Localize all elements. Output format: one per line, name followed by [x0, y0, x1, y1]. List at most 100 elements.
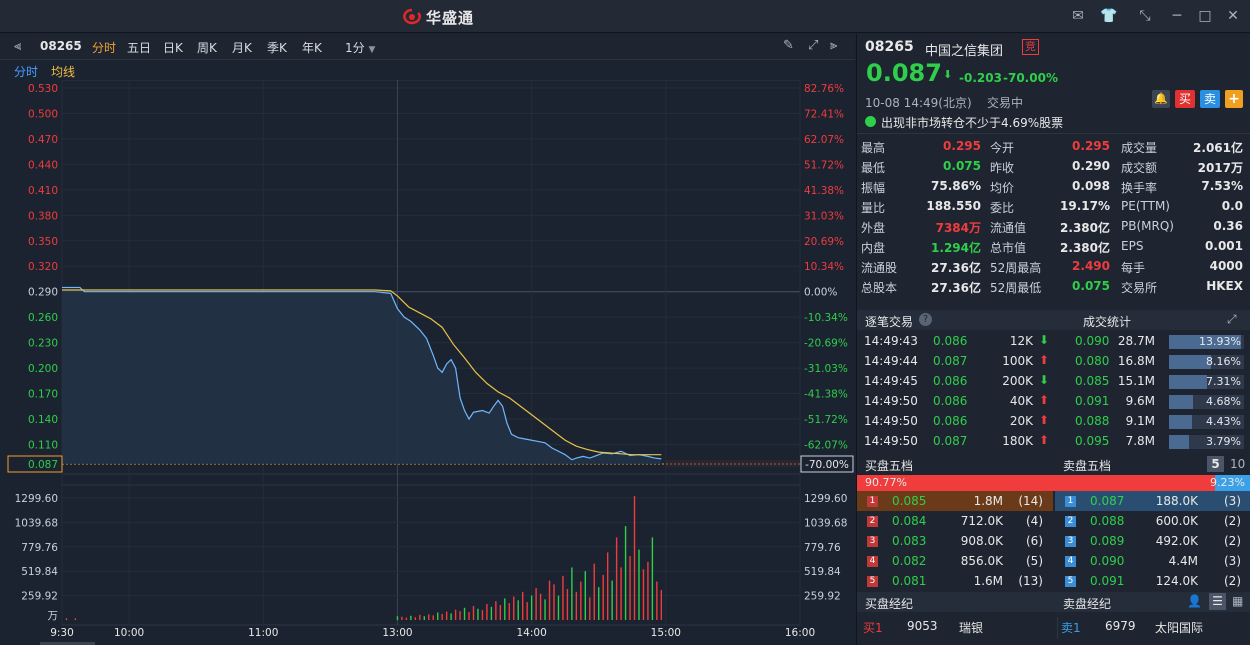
time-tick-label: 15:00	[651, 627, 681, 639]
level-10-button[interactable]: 10	[1230, 457, 1246, 471]
ask-row[interactable]: 2 0.088 600.0K (2)	[1055, 511, 1250, 531]
current-price: 0.087	[866, 59, 942, 87]
bid-volume: 908.0K	[960, 534, 1003, 548]
ask-pct: 9.23%	[1210, 476, 1245, 489]
add-icon[interactable]: +	[1225, 90, 1243, 108]
tab-week-k[interactable]: 周K	[197, 41, 217, 55]
list-view-icon[interactable]: ☰	[1209, 593, 1226, 610]
pct-tick-label: -10.34%	[804, 312, 848, 324]
interval-select[interactable]: 1分 ▼	[345, 39, 375, 56]
stat-pct: 4.68%	[1206, 395, 1241, 408]
stat-pct: 13.93%	[1199, 335, 1241, 348]
volume-bar	[642, 569, 645, 620]
tab-month-k[interactable]: 月K	[232, 41, 252, 55]
current-price-tag: 0.087	[28, 459, 58, 471]
minimize-icon[interactable]: ─	[1172, 8, 1182, 24]
ask-row[interactable]: 3 0.089 492.0K (2)	[1055, 531, 1250, 551]
stat-label: 内盘	[861, 241, 886, 255]
notice-text: 出现非市场转仓不少于4.69%股票	[881, 116, 1064, 130]
stat-value: 0.075	[943, 159, 981, 173]
pencil-icon[interactable]: ✎	[783, 38, 794, 53]
bid-count: (5)	[1026, 554, 1043, 568]
chart-toolbar: ⫷ 08265 分时 五日 日K 周K 月K 季K 年K 1分 ▼ ✎ ⤢ ⫸	[0, 34, 855, 60]
volume-bar	[437, 612, 439, 620]
bid-broker-tag: 买1	[863, 621, 883, 635]
stat-label: 交易所	[1121, 281, 1158, 295]
person-icon[interactable]: 👤	[1187, 594, 1202, 608]
close-icon[interactable]: ✕	[1227, 8, 1239, 24]
buy-button[interactable]: 买	[1175, 90, 1195, 108]
stats-row: 内盘 1.294亿 总市值 2.380亿 EPS 0.001	[857, 236, 1250, 256]
ask-row[interactable]: 4 0.090 4.4M (3)	[1055, 551, 1250, 571]
legend-average[interactable]: 均线	[51, 65, 76, 79]
stat-value: 0.36	[1213, 219, 1243, 233]
price-line	[62, 286, 662, 461]
trade-time: 14:49:50	[864, 414, 918, 428]
bid-row[interactable]: 3 0.083 908.0K (6)	[857, 531, 1053, 551]
expand-stats-icon[interactable]: ⤢	[1227, 312, 1237, 326]
ask-broker-name[interactable]: 太阳国际	[1155, 621, 1204, 635]
bid-broker-id[interactable]: 9053	[907, 619, 938, 633]
mail-icon[interactable]: ✉	[1072, 8, 1084, 24]
legend-price[interactable]: 分时	[14, 65, 39, 79]
tab-day-k[interactable]: 日K	[163, 41, 183, 55]
timeshare-chart[interactable]: 0.530 82.76% 0.500 72.41% 0.470 62.07% 0.440 51…	[0, 80, 855, 645]
volume-bar	[606, 552, 609, 620]
bid-row[interactable]: 2 0.084 712.0K (4)	[857, 511, 1053, 531]
title-bar: 华盛通 ✉ 👕 ⤡ ─ □ ✕	[0, 0, 1250, 33]
shirt-icon[interactable]: 👕	[1100, 8, 1118, 24]
expand-icon[interactable]: ⤢	[808, 38, 819, 53]
ask-row[interactable]: 5 0.091 124.0K (2)	[1055, 571, 1250, 591]
tab-year-k[interactable]: 年K	[302, 41, 322, 55]
grid-view-icon[interactable]: ▦	[1232, 594, 1244, 608]
ask-level: 5	[1065, 576, 1076, 587]
collapse-left-icon[interactable]: ⫷	[14, 39, 22, 54]
price-area	[62, 287, 662, 464]
tab-timeshare[interactable]: 分时	[92, 41, 117, 55]
pct-tick-label: 62.07%	[804, 134, 844, 146]
chart-scrollbar	[40, 642, 95, 645]
volume-bar	[405, 617, 408, 620]
volume-bar	[624, 526, 627, 620]
arrow-up-icon: ⬆	[1039, 433, 1050, 447]
volume-tick-label: 1039.68	[15, 517, 58, 529]
volume-tick-label-right: 779.76	[804, 542, 841, 554]
volume-bar	[396, 616, 399, 620]
ask-price: 0.089	[1090, 534, 1125, 548]
ask-broker-id[interactable]: 6979	[1105, 619, 1136, 633]
tab-five-day[interactable]: 五日	[127, 41, 152, 55]
time-tick-label: 11:00	[248, 627, 278, 639]
price-tick-label: 0.350	[28, 236, 58, 248]
level-5-button[interactable]: 5	[1207, 456, 1224, 472]
price-tick-label: 0.170	[28, 389, 58, 401]
volume-bar	[495, 601, 497, 620]
stat-value: 0.0	[1221, 199, 1243, 213]
stat-label: 总股本	[861, 281, 898, 295]
stat-bar-fill	[1169, 415, 1192, 429]
interval-value: 1分	[345, 41, 365, 55]
volume-tick-label-right: 259.92	[804, 591, 841, 603]
bid-row[interactable]: 5 0.081 1.6M (13)	[857, 571, 1053, 591]
logo-icon	[403, 8, 421, 25]
stat-value: 188.550	[926, 199, 981, 213]
bid-row[interactable]: 4 0.082 856.0K (5)	[857, 551, 1053, 571]
bell-icon[interactable]: 🔔	[1152, 90, 1170, 108]
help-icon[interactable]: ?	[919, 313, 932, 326]
volume-bar	[535, 588, 537, 620]
price-tick-label: 0.200	[28, 363, 58, 375]
price-area-fill	[62, 287, 662, 464]
time-tick-label: 14:00	[517, 627, 547, 639]
shrink-icon[interactable]: ⤡	[1139, 8, 1151, 24]
collapse-right-icon[interactable]: ⫸	[830, 38, 838, 53]
maximize-icon[interactable]: □	[1198, 8, 1212, 24]
ask-row[interactable]: 1 0.087 188.0K (3)	[1055, 491, 1250, 511]
ask-level: 4	[1065, 556, 1076, 567]
price-tick-label: 0.110	[28, 439, 58, 451]
stat-bar-fill	[1169, 435, 1189, 449]
bid-broker-name[interactable]: 瑞银	[959, 621, 984, 635]
time-tick-label: 13:00	[382, 627, 412, 639]
sell-button[interactable]: 卖	[1200, 90, 1220, 108]
bid-row[interactable]: 1 0.085 1.8M (14)	[857, 491, 1053, 511]
stat-value: 27.36亿	[931, 261, 981, 275]
tab-quarter-k[interactable]: 季K	[267, 41, 287, 55]
